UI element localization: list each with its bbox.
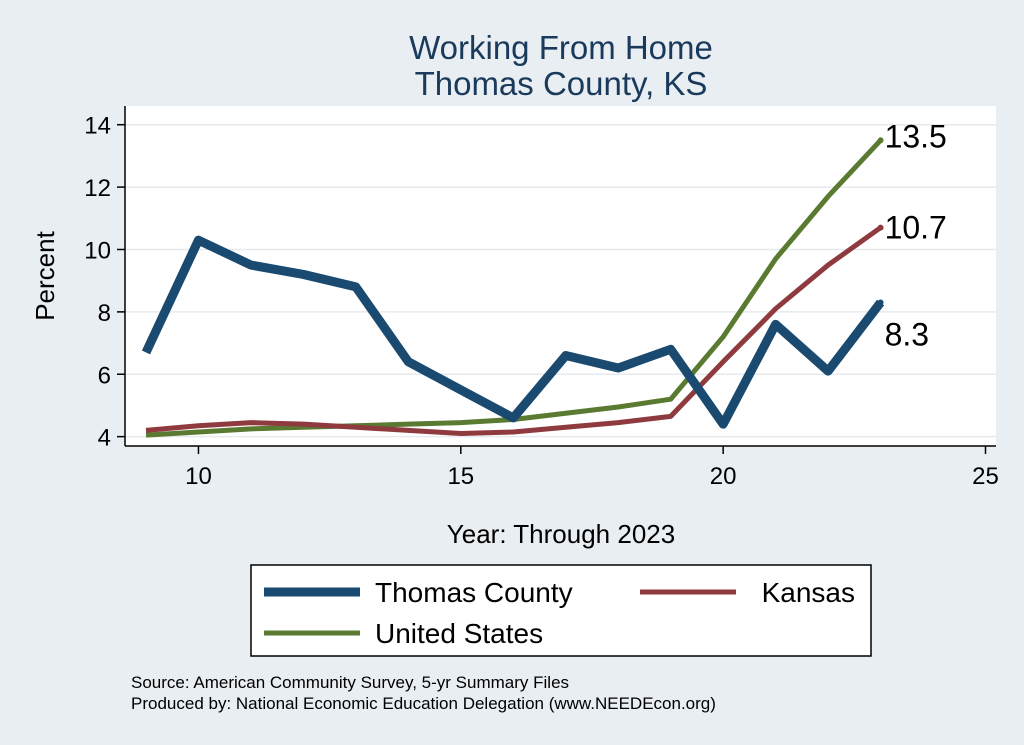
grid-lines [125,123,996,438]
x-tick-label: 10 [185,463,212,490]
end-labels: 8.3 10.7 13.5 [877,118,947,353]
legend-label: Kansas [762,577,855,608]
chart-title-line-2: Thomas County, KS [415,65,708,102]
source-note: Source: American Community Survey, 5-yr … [131,673,569,692]
series-end-point [877,224,884,231]
y-tick-label: 12 [84,175,111,202]
axes: 4 6 8 10 12 14 10 15 20 25 [84,106,999,490]
series-end-label: 13.5 [885,118,947,154]
y-tick-label: 6 [98,362,111,389]
series-end-point [877,137,884,144]
y-axis-title: Percent [30,230,60,320]
legend: Thomas County Kansas United States [264,577,855,649]
legend-label: Thomas County [375,577,573,608]
series-line [141,235,885,429]
series-end-label: 8.3 [885,317,929,353]
series-end-point [877,299,884,306]
series-lines [141,138,885,438]
series-end-label: 10.7 [885,210,947,246]
x-axis-title: Year: Through 2023 [447,519,675,549]
legend-label: United States [375,618,543,649]
y-tick-label: 4 [98,425,111,452]
x-tick-label: 20 [710,463,737,490]
plot-area [125,106,996,446]
x-tick-label: 25 [972,463,999,490]
produced-by-note: Produced by: National Economic Education… [131,694,716,713]
legend-box [250,564,872,657]
y-tick-label: 8 [98,300,111,327]
x-tick-label: 15 [447,463,474,490]
series-line [145,225,883,437]
y-tick-label: 14 [84,113,111,140]
chart-title-line-1: Working From Home [409,29,713,66]
y-tick-label: 10 [84,237,111,264]
